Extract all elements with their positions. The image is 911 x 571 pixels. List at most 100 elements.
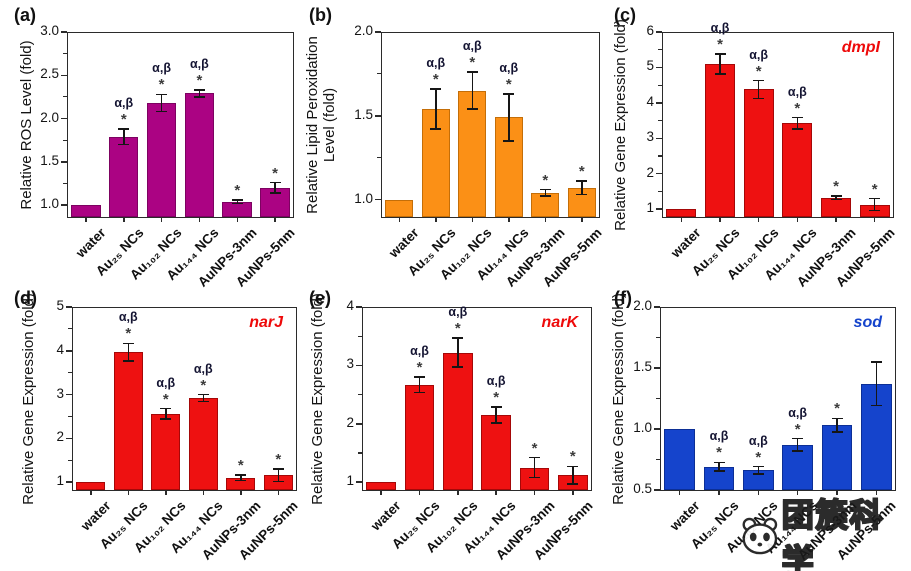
watermark-text: 团簇科学 bbox=[781, 496, 884, 571]
y-minor-tick-mark bbox=[656, 458, 660, 460]
error-bar-line bbox=[757, 80, 760, 99]
panel-c: (c) Relative Gene Expression (fold) 1 2 3 4 5… bbox=[604, 2, 906, 290]
y-tick-mark bbox=[656, 172, 662, 175]
error-bar-cap-bottom bbox=[791, 128, 803, 130]
x-tick-mark bbox=[418, 491, 421, 495]
significance-star: * bbox=[200, 376, 207, 394]
y-tick-mark bbox=[61, 117, 67, 120]
panel-b: (b) Relative Lipid Peroxidation Level (f… bbox=[299, 2, 604, 290]
y-tick-mark bbox=[356, 364, 362, 367]
error-bar-line bbox=[127, 343, 129, 361]
panel-letter: (e) bbox=[309, 288, 331, 308]
y-minor-tick-mark bbox=[358, 335, 362, 337]
error-bar-cap-top bbox=[466, 71, 478, 73]
y-minor-tick-mark bbox=[358, 394, 362, 396]
x-tick-mark bbox=[435, 218, 437, 222]
y-minor-tick-mark bbox=[63, 139, 67, 141]
y-tick-label: 1.0 bbox=[40, 196, 59, 212]
bar bbox=[108, 136, 139, 217]
y-minor-tick-mark bbox=[658, 84, 662, 86]
error-bar-cap-bottom bbox=[414, 391, 425, 394]
significance-star: * bbox=[755, 62, 762, 80]
significance-star: * bbox=[542, 171, 549, 189]
y-tick-label: 2 bbox=[56, 429, 64, 445]
bar bbox=[151, 413, 181, 490]
x-tick-label: water bbox=[77, 498, 114, 534]
x-tick-mark bbox=[835, 218, 837, 222]
alpha-beta-annotation: α,β bbox=[114, 95, 134, 110]
error-bar-line bbox=[418, 377, 421, 393]
y-tick-mark bbox=[66, 306, 72, 308]
y-tick-label: 2.0 bbox=[354, 23, 373, 38]
alpha-beta-annotation: α,β bbox=[156, 375, 176, 390]
x-tick-mark bbox=[398, 218, 400, 222]
y-tick-mark bbox=[61, 74, 67, 76]
error-bar-cap-bottom bbox=[529, 476, 540, 479]
error-bar-line bbox=[757, 466, 760, 474]
error-bar-cap-bottom bbox=[466, 108, 478, 110]
panda-icon bbox=[742, 517, 778, 555]
error-bar-cap-bottom bbox=[235, 479, 247, 482]
error-bar-line bbox=[873, 198, 876, 211]
error-bar-cap-bottom bbox=[753, 97, 765, 99]
error-bar-cap-top bbox=[452, 337, 464, 339]
significance-star: * bbox=[833, 178, 839, 196]
x-tick-mark bbox=[875, 491, 878, 495]
y-minor-tick-mark bbox=[658, 49, 662, 51]
x-tick-mark bbox=[236, 218, 238, 222]
error-bar-cap-bottom bbox=[269, 192, 281, 194]
y-minor-tick-mark bbox=[658, 190, 662, 193]
error-bar-cap-top bbox=[235, 474, 247, 476]
y-minor-tick-mark bbox=[377, 157, 381, 159]
gene-label: dmpI bbox=[841, 39, 880, 56]
bar bbox=[666, 209, 697, 217]
alpha-beta-annotation: α,β bbox=[118, 310, 138, 325]
error-bar-cap-top bbox=[753, 79, 765, 82]
watermark: 团簇科学 bbox=[738, 490, 911, 571]
error-bar-cap-bottom bbox=[156, 110, 168, 113]
y-tick-label: 1 bbox=[346, 473, 354, 489]
y-minor-tick-mark bbox=[63, 53, 67, 55]
bar bbox=[385, 199, 414, 217]
plot-area bbox=[662, 32, 894, 218]
error-bar-line bbox=[202, 394, 204, 402]
y-minor-tick-mark bbox=[658, 119, 662, 122]
y-minor-tick-mark bbox=[377, 73, 381, 75]
panel-letter: (b) bbox=[309, 5, 332, 25]
bar bbox=[494, 117, 523, 217]
error-bar-line bbox=[123, 128, 125, 145]
error-bar-cap-bottom bbox=[197, 400, 209, 403]
significance-star: * bbox=[569, 448, 576, 466]
x-tick-mark bbox=[533, 491, 536, 495]
x-tick-mark bbox=[836, 491, 838, 495]
x-tick-mark bbox=[581, 218, 583, 222]
error-bar-cap-top bbox=[503, 93, 515, 95]
error-bar-line bbox=[544, 189, 546, 197]
error-bar-cap-top bbox=[714, 53, 726, 55]
y-minor-tick-mark bbox=[68, 328, 72, 330]
bar bbox=[458, 90, 487, 217]
bar bbox=[782, 123, 813, 217]
y-minor-tick-mark bbox=[656, 397, 660, 399]
alpha-beta-annotation: α,β bbox=[710, 20, 730, 35]
x-tick-mark bbox=[757, 491, 760, 495]
error-bar-cap-top bbox=[830, 195, 842, 197]
y-tick-mark bbox=[356, 481, 362, 483]
bar bbox=[188, 398, 218, 490]
bar bbox=[664, 428, 695, 490]
error-bar-cap-top bbox=[870, 361, 882, 363]
y-tick-label: 3 bbox=[646, 129, 654, 145]
y-tick-label: 1.0 bbox=[633, 419, 652, 435]
panel-d: (d) Relative Gene Expression (fold) 1 2 3 4 5… bbox=[4, 285, 306, 568]
error-bar-line bbox=[495, 406, 497, 424]
x-tick-mark bbox=[165, 491, 167, 495]
bar bbox=[782, 444, 813, 490]
x-tick-mark bbox=[719, 218, 721, 222]
y-tick-label: 4 bbox=[56, 341, 64, 357]
alpha-beta-annotation: α,β bbox=[426, 55, 446, 70]
error-bar-cap-bottom bbox=[870, 404, 882, 407]
error-bar-cap-bottom bbox=[160, 418, 172, 420]
x-tick-mark bbox=[123, 218, 125, 222]
y-tick-mark bbox=[61, 161, 67, 163]
significance-star: * bbox=[716, 444, 722, 462]
